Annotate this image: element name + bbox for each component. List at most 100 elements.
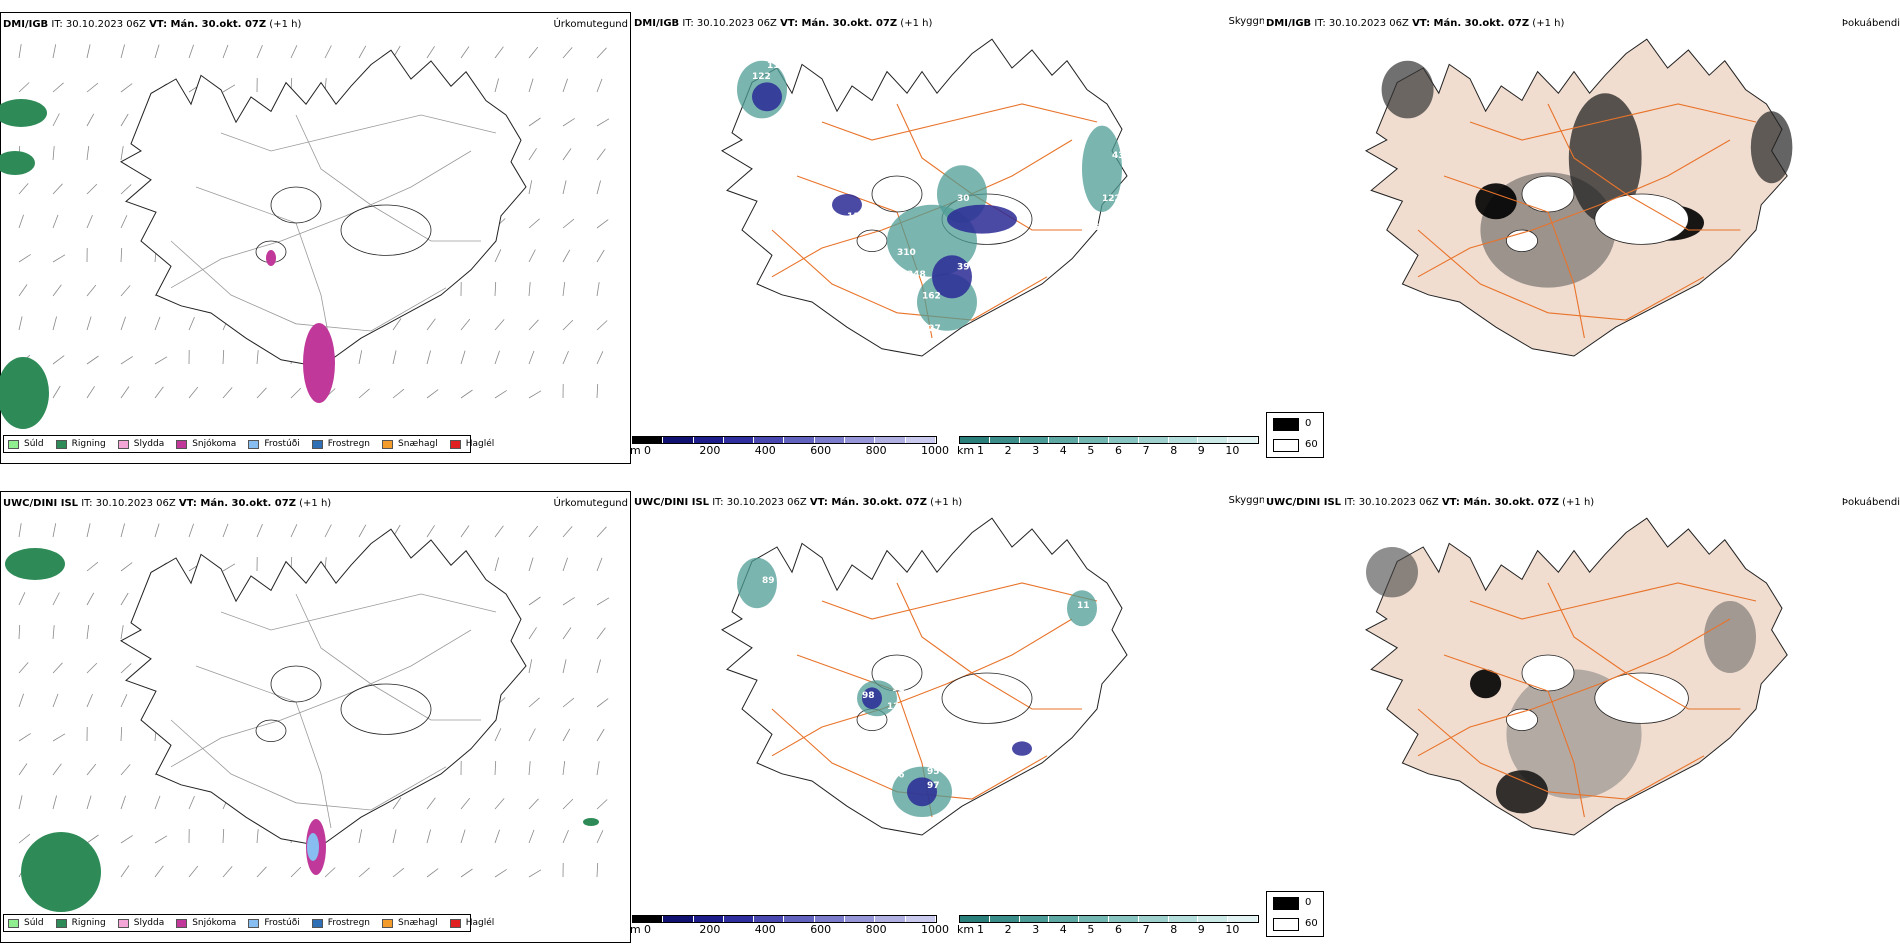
wind-barb — [528, 697, 540, 708]
wind-barb — [120, 247, 123, 263]
wind-barb — [596, 698, 609, 708]
wind-barb — [528, 282, 531, 297]
wind-barb — [18, 523, 22, 538]
wind-barb — [392, 318, 402, 331]
snow-area — [266, 250, 276, 266]
legend-swatch — [55, 439, 67, 449]
fog-index-area — [1568, 93, 1642, 223]
colorbar-cells — [632, 915, 937, 923]
wind-barb — [52, 316, 57, 331]
ceiling-value-label: 115 — [782, 61, 801, 71]
wind-barb — [562, 728, 571, 742]
wind-barb — [18, 183, 29, 195]
wind-barb — [562, 47, 573, 59]
wind-barb — [120, 44, 125, 59]
road-line — [1417, 229, 1705, 321]
colorbar-cell — [1108, 916, 1139, 922]
colorbar-unit: m — [630, 923, 641, 936]
wind-barb — [18, 44, 22, 59]
colorbar-cell — [960, 916, 990, 922]
wind-barb — [494, 760, 497, 776]
ceiling-value-label: 122 — [1102, 194, 1121, 204]
colorbar-cell — [754, 916, 785, 922]
wind-barb — [120, 663, 132, 674]
wind-barb — [120, 835, 133, 844]
low-cloud-base-area — [1012, 741, 1032, 756]
wind-barb — [596, 148, 606, 161]
fog-min-label: 60 — [1305, 918, 1318, 929]
wind-barb — [528, 525, 539, 538]
wind-barb — [290, 866, 302, 878]
wind-barb — [596, 78, 603, 93]
wind-barb — [120, 764, 131, 776]
wind-barb — [460, 525, 470, 538]
wind-barb — [52, 254, 66, 263]
wind-barb — [18, 254, 31, 263]
wind-barb — [154, 795, 161, 810]
wind-barb — [596, 249, 605, 263]
wind-barb — [596, 526, 607, 538]
wind-barb — [86, 355, 99, 365]
wind-barb — [358, 388, 370, 399]
wind-barb — [120, 386, 130, 399]
ceiling-value-label: 98 — [862, 691, 875, 701]
rain-area — [0, 357, 49, 429]
colorbar-cell — [693, 437, 724, 443]
wind-barb — [222, 387, 233, 399]
fog-index-area — [1366, 547, 1418, 598]
fog-max-swatch — [1273, 897, 1299, 910]
colorbar-tick-label: 2 — [1004, 444, 1012, 457]
wind-barb — [494, 319, 505, 331]
colorbar-cell — [905, 437, 936, 443]
wind-barb — [18, 833, 31, 844]
wind-barb — [18, 624, 21, 640]
legend-swatch — [382, 918, 394, 928]
wind-barb — [86, 183, 98, 195]
colorbar-tick-label: 2 — [1004, 923, 1012, 936]
wind-barb — [528, 596, 541, 606]
wind-barb — [562, 526, 573, 538]
colorbar-cell — [1049, 916, 1080, 922]
wind-barb — [358, 350, 363, 365]
wind-barb — [154, 835, 168, 844]
wind-barb — [86, 214, 93, 229]
ceiling-value-label: 89 — [762, 576, 775, 586]
cloud-base-colorbar: m 0 200 400 600 800 1000 — [630, 915, 949, 937]
colorbar-tick-label: 4 — [1059, 444, 1067, 457]
wind-barb — [562, 118, 575, 127]
wind-barb — [222, 523, 229, 538]
wind-barb — [52, 183, 63, 195]
wind-barb — [86, 592, 95, 606]
wind-barb — [188, 316, 195, 331]
wind-barb — [494, 249, 502, 263]
ceiling-value-label: 122 — [752, 72, 771, 82]
wind-barb — [154, 386, 164, 399]
precip-type-map-uwc: UWC/DINI ISL IT: 30.10.2023 06Z VT: Mán.… — [0, 491, 631, 943]
visibility-colorbar: km 1 2 3 4 5 6 7 8 9 10 — [957, 915, 1259, 937]
wind-barb — [528, 761, 531, 776]
legend-item: Snjókoma — [176, 439, 236, 449]
colorbar-tick-label: 400 — [754, 444, 776, 457]
wind-barb — [460, 797, 471, 810]
colorbar-cell — [663, 916, 694, 922]
colorbar-cell — [633, 916, 664, 922]
ceiling-value-label: 148 — [892, 760, 911, 770]
colorbar-cell — [1079, 916, 1109, 922]
low-cloud-base-area — [907, 777, 937, 807]
legend-label: Snæhagl — [398, 439, 438, 449]
glacier-outline — [255, 719, 287, 743]
wind-barb — [392, 867, 405, 878]
colorbar-cell — [905, 916, 936, 922]
fog-min-swatch — [1273, 439, 1299, 452]
panel-header: UWC/DINI ISL IT: 30.10.2023 06Z VT: Mán.… — [634, 497, 963, 508]
wind-barb — [494, 281, 497, 297]
colorbar-tick-label: 1000 — [921, 444, 949, 457]
wind-barb — [188, 44, 194, 59]
wind-barb — [460, 350, 466, 365]
wind-barb — [86, 316, 92, 331]
wind-barb — [494, 869, 507, 878]
wind-barb — [528, 180, 533, 195]
ceiling-value-label: 97 — [927, 781, 940, 791]
wind-barb — [86, 386, 95, 399]
colorbar-tick-label: 800 — [865, 444, 887, 457]
